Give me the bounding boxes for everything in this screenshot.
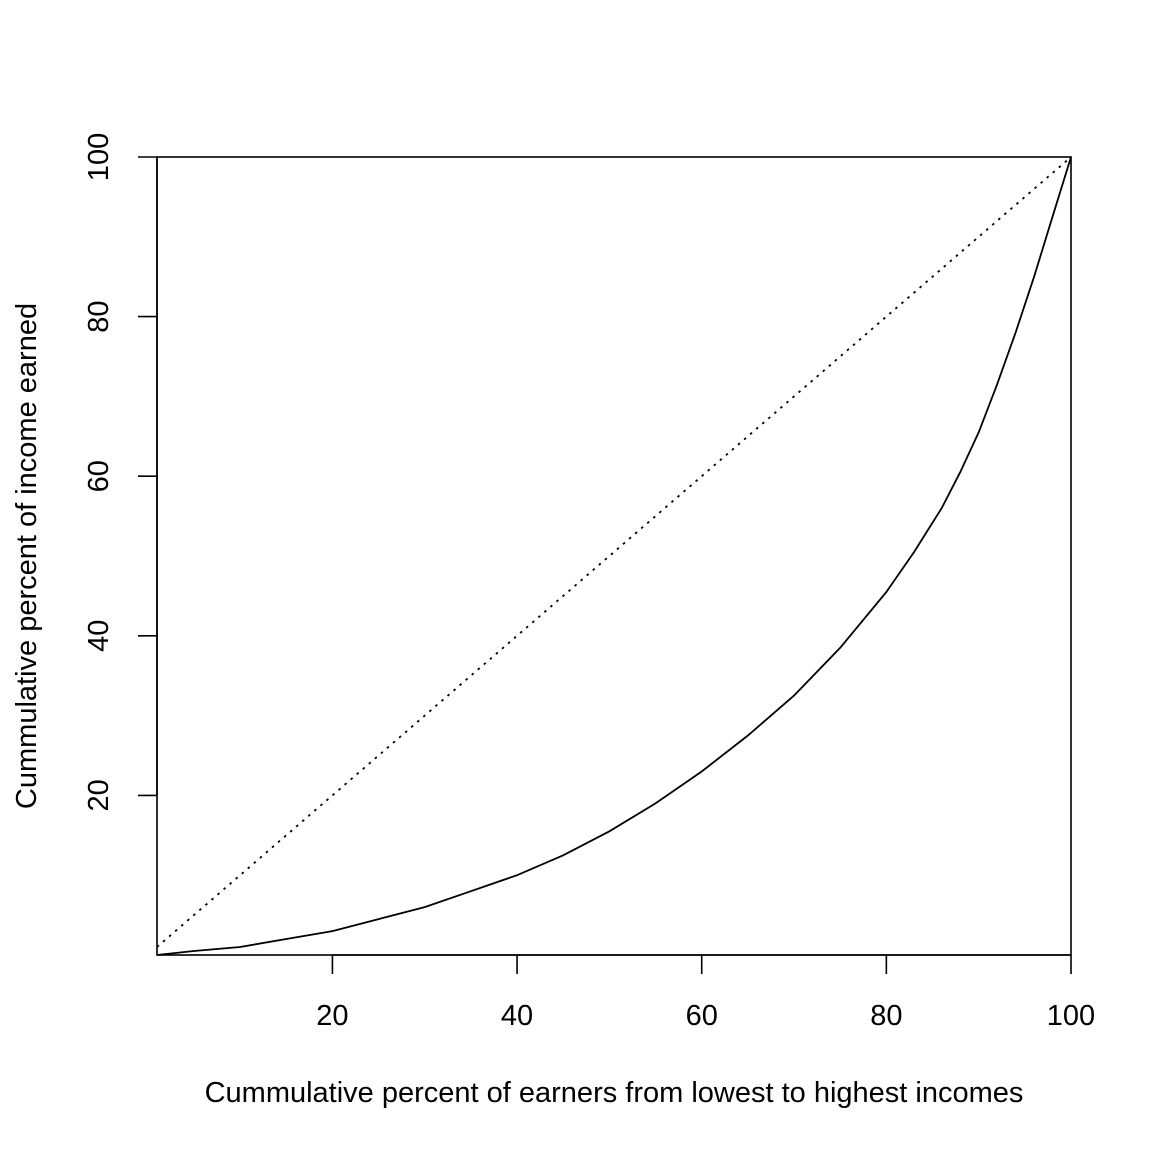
y-tick-label: 40 [83,620,115,652]
plot-area [156,156,1072,956]
y-tick-label: 20 [83,779,115,811]
x-tick-label: 100 [1047,1000,1095,1032]
y-axis: 20 40 60 80 100 [83,133,158,812]
x-axis-title: Cummulative percent of earners from lowe… [205,1077,1024,1109]
y-tick-label: 100 [83,133,115,181]
x-axis: 20 40 60 80 100 [316,954,1095,1032]
y-tick-label: 80 [83,300,115,332]
x-tick-label: 80 [870,1000,902,1032]
lorenz-curve [156,156,1072,956]
y-tick-label: 60 [83,460,115,492]
plot-frame [156,156,1072,956]
x-tick-label: 40 [501,1000,533,1032]
equality-line [156,156,1072,948]
x-tick-label: 20 [316,1000,348,1032]
x-tick-label: 60 [686,1000,718,1032]
y-axis-title: Cummulative percent of income earned [11,303,43,809]
